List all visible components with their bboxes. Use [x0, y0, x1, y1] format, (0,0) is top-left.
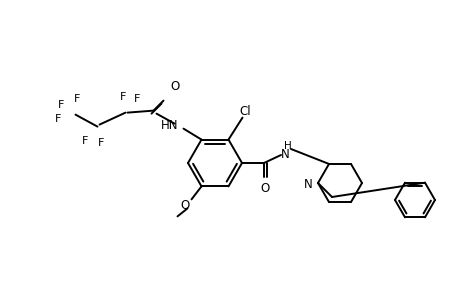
Text: H: H: [284, 141, 291, 151]
Text: O: O: [180, 199, 190, 212]
Text: F: F: [120, 92, 126, 102]
Text: O: O: [260, 182, 269, 194]
Text: N: N: [303, 178, 312, 190]
Text: F: F: [98, 138, 105, 148]
Text: Cl: Cl: [239, 105, 251, 118]
Text: N: N: [280, 148, 289, 160]
Text: HN: HN: [161, 119, 178, 132]
Text: F: F: [134, 94, 140, 103]
Text: F: F: [55, 114, 62, 124]
Text: F: F: [58, 100, 65, 110]
Text: F: F: [74, 94, 80, 103]
Text: O: O: [170, 80, 180, 93]
Text: F: F: [82, 136, 89, 146]
